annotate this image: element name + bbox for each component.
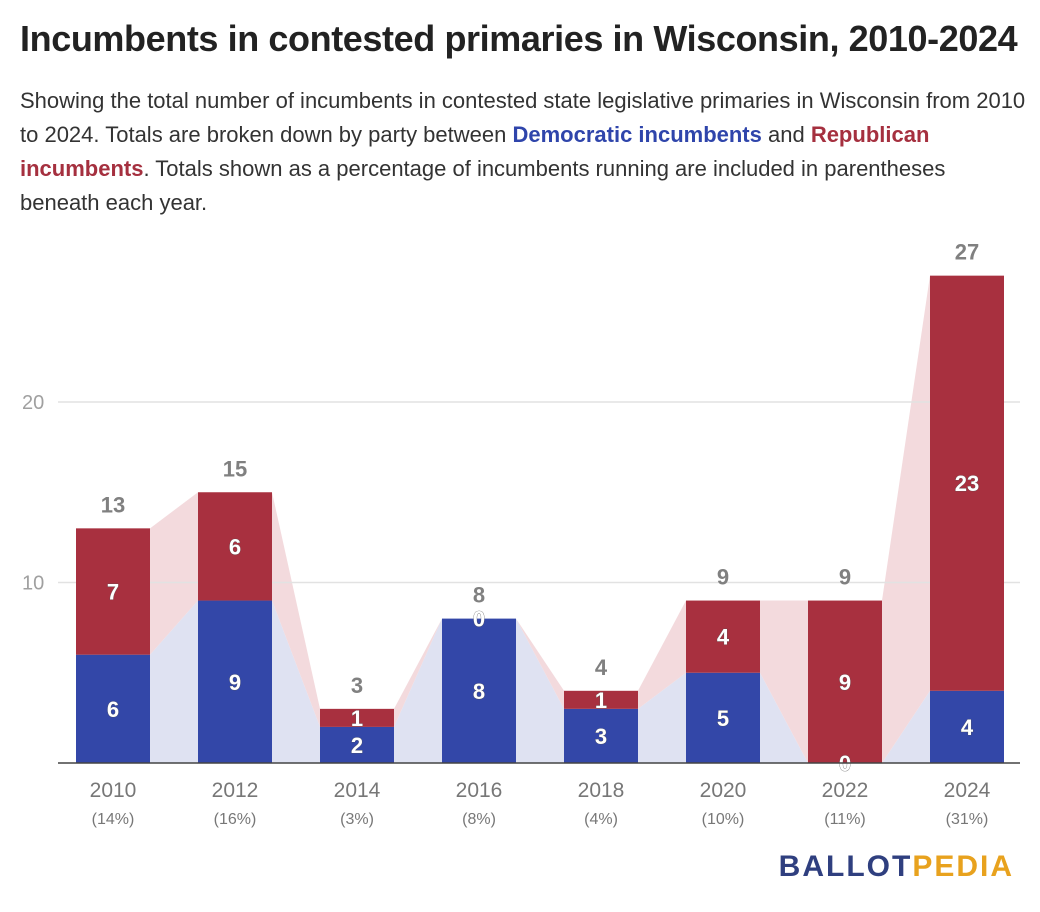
- rep-value-label: 7: [107, 580, 119, 605]
- rep-value-label: 1: [351, 706, 363, 731]
- x-tick-label: 2018: [578, 779, 625, 802]
- x-tick-label: 2024: [944, 779, 991, 802]
- bar-republican: [808, 600, 882, 763]
- rep-value-label: 4: [717, 625, 730, 650]
- connector-bands: [150, 275, 930, 763]
- dem-connector-band: [882, 690, 930, 763]
- subtitle-text-1: Showing the total number of incumbents i…: [20, 88, 1026, 147]
- rep-connector-band: [638, 600, 686, 709]
- x-tick-label: 2022: [822, 779, 869, 802]
- dem-value-label: 9: [229, 670, 241, 695]
- ballotpedia-logo: BALLOTPEDIA: [779, 850, 1014, 884]
- rep-connector-band: [394, 618, 442, 727]
- bar-republican: [320, 708, 394, 727]
- logo-part-ballot: BALLOT: [778, 850, 913, 883]
- rep-connector-band: [150, 492, 198, 655]
- rep-value-label: 0: [473, 607, 485, 632]
- x-tick-label: 2010: [90, 779, 137, 802]
- x-percent-label: (16%): [214, 811, 257, 828]
- dem-value-label: 2: [351, 733, 363, 758]
- dem-value-label: 6: [107, 697, 119, 722]
- bar-democratic: [930, 690, 1004, 763]
- bar-democratic: [320, 726, 394, 763]
- y-tick-label: 20: [22, 392, 44, 414]
- bar-democratic: [686, 672, 760, 763]
- dem-value-label: 5: [717, 706, 729, 731]
- subtitle-dem-label: Democratic incumbents: [512, 122, 762, 147]
- total-value-label: 4: [595, 655, 608, 680]
- bar-democratic: [198, 600, 272, 763]
- x-percent-label: (10%): [702, 811, 745, 828]
- dem-connector-band: [150, 600, 198, 763]
- x-tick-label: 2016: [456, 779, 503, 802]
- dem-value-label: 3: [595, 724, 607, 749]
- chart-title: Incumbents in contested primaries in Wis…: [20, 18, 1018, 59]
- x-percent-label: (8%): [462, 811, 496, 828]
- total-value-label: 8: [473, 583, 485, 608]
- rep-connector-band: [760, 600, 808, 763]
- total-value-label: 27: [955, 240, 979, 265]
- bar-republican: [198, 492, 272, 601]
- bar-republican: [686, 600, 760, 673]
- rep-value-label: 6: [229, 534, 241, 559]
- bar-democratic: [76, 654, 150, 763]
- subtitle-text-2: and: [761, 122, 811, 147]
- x-axis: 2010 (14%) 2012 (16%) 2014 (3%) 2016 (8%) 2018 (4…: [58, 762, 1020, 828]
- total-value-label: 9: [839, 565, 851, 590]
- rep-connector-band: [882, 275, 930, 763]
- chart-subtitle: Showing the total number of incumbents i…: [20, 84, 1030, 220]
- dem-value-label: 4: [961, 715, 974, 740]
- y-tick-label: 10: [22, 573, 44, 595]
- x-percent-label: (11%): [824, 811, 866, 828]
- dem-connector-band: [638, 672, 686, 763]
- x-tick-label: 2012: [212, 779, 259, 802]
- subtitle-text-3: . Totals shown as a percentage of incumb…: [20, 156, 946, 215]
- x-tick-label: 2014: [334, 779, 381, 802]
- dem-value-label: 8: [473, 679, 485, 704]
- x-percent-label: (31%): [946, 811, 989, 828]
- x-percent-label: (4%): [584, 811, 618, 828]
- x-percent-label: (3%): [340, 811, 374, 828]
- total-value-label: 13: [101, 492, 125, 517]
- bar-democratic: [442, 618, 516, 763]
- total-value-label: 15: [223, 456, 247, 481]
- subtitle-rep-label: Republican incumbents: [20, 122, 930, 181]
- rep-connector-band: [516, 618, 564, 709]
- bar-republican: [76, 528, 150, 655]
- logo-part-pedia: PEDIA: [912, 850, 1014, 883]
- bar-republican: [930, 275, 1004, 691]
- rep-value-label: 9: [839, 670, 851, 695]
- x-tick-label: 2020: [700, 779, 747, 802]
- dem-connector-band: [394, 618, 442, 763]
- dem-connector-band: [516, 618, 564, 763]
- x-percent-label: (14%): [92, 811, 135, 828]
- rep-value-label: 1: [595, 688, 607, 713]
- bars: [76, 275, 1004, 763]
- bar-republican: [564, 690, 638, 709]
- rep-value-label: 23: [955, 471, 979, 496]
- bar-democratic: [564, 708, 638, 763]
- total-value-label: 9: [717, 565, 729, 590]
- rep-connector-band: [272, 492, 320, 727]
- total-value-label: 3: [351, 673, 363, 698]
- dem-connector-band: [272, 600, 320, 763]
